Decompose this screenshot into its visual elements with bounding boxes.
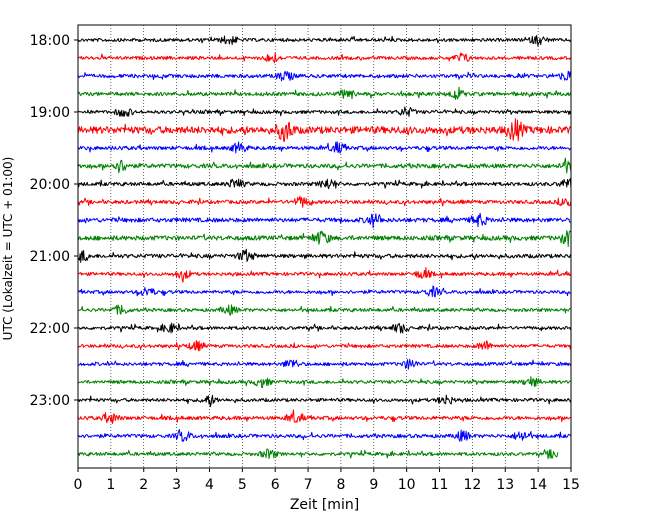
x-tick-label: 11 <box>431 477 449 493</box>
trace-row-2000 <box>77 178 572 190</box>
trace-row-2230 <box>77 358 572 370</box>
x-axis-label: Zeit [min] <box>290 497 359 513</box>
y-tick-label: 23:00 <box>30 393 70 409</box>
y-axis: 18:00 19:00 20:00 21:00 22:00 23:00 <box>30 33 78 409</box>
x-tick-label: 6 <box>271 477 280 493</box>
x-tick-label: 4 <box>205 477 214 493</box>
x-axis: 0 1 2 3 4 5 6 7 8 9 10 11 12 13 14 15 <box>74 468 580 493</box>
x-tick-label: 0 <box>74 477 83 493</box>
trace-row-2215 <box>77 340 572 352</box>
x-tick-label: 5 <box>238 477 247 493</box>
y-tick-label: 22:00 <box>30 321 70 337</box>
trace-row-2100 <box>77 248 572 263</box>
trace-row-1845 <box>77 86 572 100</box>
trace-row-2130 <box>77 285 572 298</box>
x-tick-label: 10 <box>398 477 416 493</box>
y-axis-label: UTC (Lokalzeit = UTC + 01:00) <box>1 157 15 341</box>
x-tick-label: 3 <box>172 477 181 493</box>
x-tick-label: 7 <box>304 477 313 493</box>
trace-row-1815 <box>77 52 572 64</box>
trace-row-2330 <box>77 429 572 442</box>
trace-row-2145 <box>78 304 572 316</box>
x-tick-label: 1 <box>106 477 115 493</box>
x-tick-label: 8 <box>336 477 345 493</box>
x-tick-label: 12 <box>463 477 481 493</box>
plot-frame <box>77 24 572 469</box>
x-tick-label: 13 <box>496 477 514 493</box>
trace-row-1800 <box>77 35 572 47</box>
trace-row-1945 <box>77 157 572 174</box>
trace-row-2045 <box>77 230 572 247</box>
trace-row-1930 <box>77 141 572 154</box>
trace-row-2315 <box>77 409 572 424</box>
trace-row-1830 <box>77 70 572 82</box>
trace-row-1900 <box>77 106 572 117</box>
traces <box>77 35 572 460</box>
trace-row-2015 <box>77 195 572 208</box>
grid-lines <box>110 25 539 468</box>
x-tick-label: 15 <box>562 477 580 493</box>
y-tick-label: 20:00 <box>30 177 70 193</box>
y-tick-label: 18:00 <box>30 33 70 49</box>
trace-row-2300 <box>77 394 572 408</box>
trace-row-2030 <box>77 212 571 229</box>
y-tick-label: 19:00 <box>30 105 70 121</box>
trace-row-1915 <box>77 118 572 142</box>
trace-row-2115 <box>77 267 572 283</box>
x-tick-label: 9 <box>369 477 378 493</box>
trace-row-2245 <box>77 376 572 389</box>
trace-row-2345 <box>77 448 559 460</box>
x-tick-label: 14 <box>529 477 547 493</box>
trace-row-2200 <box>77 322 572 334</box>
y-tick-label: 21:00 <box>30 249 70 265</box>
x-tick-label: 2 <box>139 477 148 493</box>
